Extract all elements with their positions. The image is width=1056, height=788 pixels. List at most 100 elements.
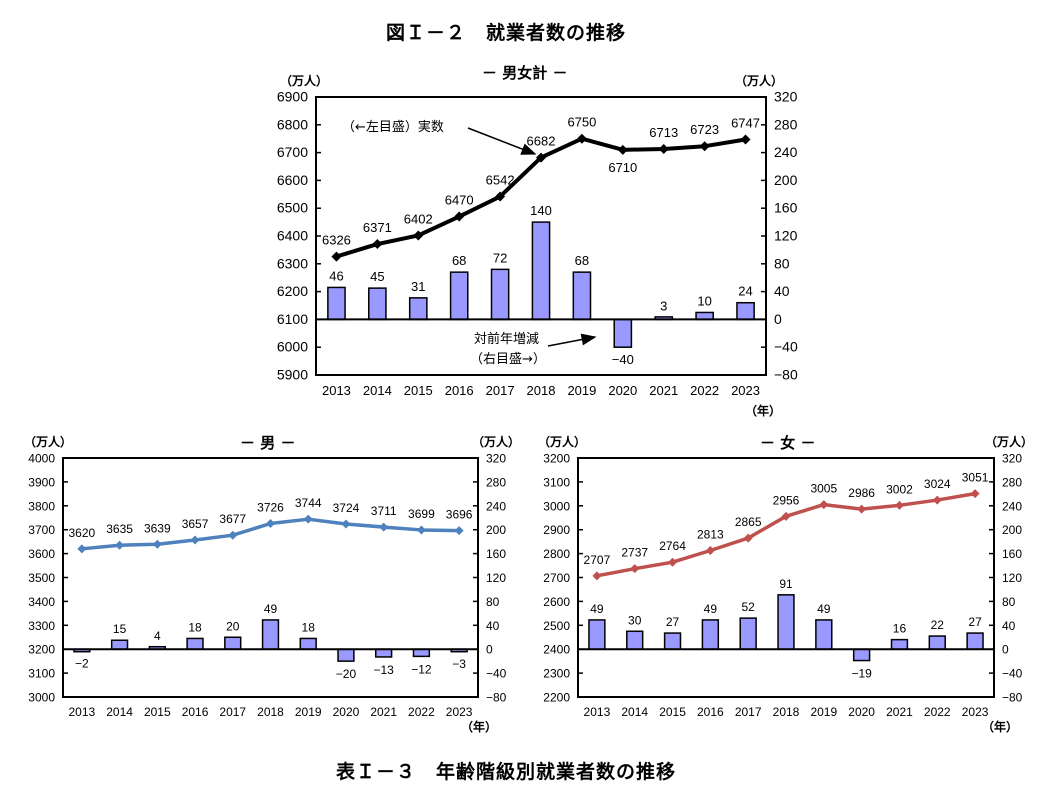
line-value-label: 6402 (404, 211, 433, 226)
right-tick-label: −80 (486, 691, 507, 705)
bar-value-label: 4 (154, 629, 161, 643)
bar-value-label: 10 (697, 293, 711, 308)
female-left-unit: （万人） (538, 435, 587, 449)
line-value-label: 6710 (608, 160, 637, 175)
bar-value-label: 52 (742, 600, 756, 614)
right-tick-label: 240 (774, 144, 798, 160)
line-value-label: 3051 (962, 471, 989, 485)
bar-2017 (739, 617, 757, 650)
bar-2013 (588, 619, 606, 650)
right-tick-label: 320 (774, 89, 798, 105)
bar-value-label: 140 (530, 203, 552, 218)
x-tick-label: 2020 (333, 705, 360, 719)
line-value-label: 3726 (257, 500, 284, 514)
total-chart: 5900 6000 6100 6200 6300 6400 6500 6600 6700 6800… (277, 89, 798, 399)
female-chart-title: － 女 － (760, 434, 816, 452)
bar-2017 (490, 268, 510, 321)
bar-annotation-1: 対前年増減 (474, 332, 540, 347)
line-value-label: 6723 (690, 122, 719, 137)
x-tick-label: 2013 (584, 705, 611, 719)
bar-2019 (815, 619, 833, 650)
right-tick-label: 280 (1002, 475, 1022, 489)
bar-2018 (261, 619, 280, 650)
x-tick-label: 2023 (962, 705, 989, 719)
right-tick-label: 80 (1002, 595, 1016, 609)
bar-2014 (110, 639, 129, 650)
line-point-2015 (152, 539, 162, 549)
right-tick-label: 200 (774, 172, 798, 188)
right-tick-label: 200 (486, 523, 506, 537)
right-tick-label: −40 (774, 339, 798, 355)
bar-2016 (449, 271, 469, 321)
line-value-label: 3744 (295, 496, 322, 510)
line-value-label: 6326 (322, 233, 351, 248)
total-x-unit: （年） (745, 404, 782, 418)
bar-2020 (613, 318, 633, 348)
bar-2018 (531, 221, 551, 321)
right-tick-label: 40 (774, 283, 790, 299)
x-tick-label: 2017 (735, 705, 762, 719)
left-tick-label: 6100 (277, 311, 308, 327)
line-value-label: 6371 (363, 220, 392, 235)
line-value-label: 3620 (69, 526, 96, 540)
bar-2017 (224, 636, 242, 650)
line-point-2016 (190, 535, 200, 545)
left-tick-label: 3000 (28, 691, 55, 705)
bar-2021 (375, 648, 393, 658)
x-tick-label: 2021 (886, 705, 913, 719)
line-value-label: 3657 (182, 517, 209, 531)
right-tick-label: 80 (774, 255, 790, 271)
total-right-unit: （万人） (735, 74, 784, 88)
bar-value-label: 91 (779, 577, 793, 591)
right-tick-label: 160 (1002, 547, 1022, 561)
line-value-label: 3639 (144, 521, 171, 535)
right-tick-label: 160 (486, 547, 506, 561)
bar-value-label: 15 (113, 622, 127, 636)
right-tick-label: 280 (486, 475, 506, 489)
bar-value-label: −40 (612, 352, 634, 367)
right-tick-label: 280 (774, 116, 798, 132)
line-value-label: 2865 (735, 515, 762, 529)
bar-2014 (626, 630, 644, 650)
line-point-2018 (266, 518, 275, 528)
female-right-unit: （万人） (985, 435, 1034, 449)
line-value-label: 3677 (219, 512, 246, 526)
bar-value-label: 72 (493, 250, 507, 265)
x-tick-label: 2016 (697, 705, 724, 719)
x-tick-label: 2021 (370, 705, 397, 719)
line-point-2023 (970, 489, 980, 499)
left-tick-label: 3600 (28, 547, 55, 561)
right-tick-label: 120 (774, 228, 798, 244)
right-tick-label: 80 (486, 595, 500, 609)
bar-2022 (695, 311, 714, 321)
bar-value-label: −19 (851, 667, 872, 681)
line-value-label: 6713 (649, 125, 678, 140)
line-point-2017 (743, 533, 753, 543)
line-value-label: 2813 (697, 527, 724, 541)
male-left-unit: （万人） (24, 435, 73, 449)
left-tick-label: 6200 (277, 283, 308, 299)
x-tick-label: 2014 (363, 383, 392, 398)
left-tick-label: 6400 (277, 228, 308, 244)
bar-2018 (777, 594, 795, 650)
bar-value-label: 49 (264, 602, 278, 616)
line-value-label: 3635 (106, 522, 133, 536)
line-value-label: 6750 (567, 115, 596, 130)
line-value-label: 6542 (486, 173, 515, 188)
bar-2023 (736, 301, 755, 321)
x-tick-label: 2015 (659, 705, 686, 719)
male-x-unit: （年） (461, 720, 498, 734)
bar-value-label: 22 (931, 618, 945, 632)
right-tick-label: −40 (1002, 667, 1023, 681)
bar-value-label: 49 (590, 602, 604, 616)
bar-2020 (337, 648, 355, 662)
x-tick-label: 2014 (106, 705, 133, 719)
line-value-label: 2764 (659, 539, 686, 553)
line-point-2020 (617, 144, 628, 155)
bar-value-label: 3 (660, 298, 667, 313)
left-tick-label: 6900 (277, 89, 308, 105)
right-tick-label: 0 (774, 311, 782, 327)
bar-2015 (663, 632, 682, 650)
x-tick-label: 2018 (257, 705, 284, 719)
